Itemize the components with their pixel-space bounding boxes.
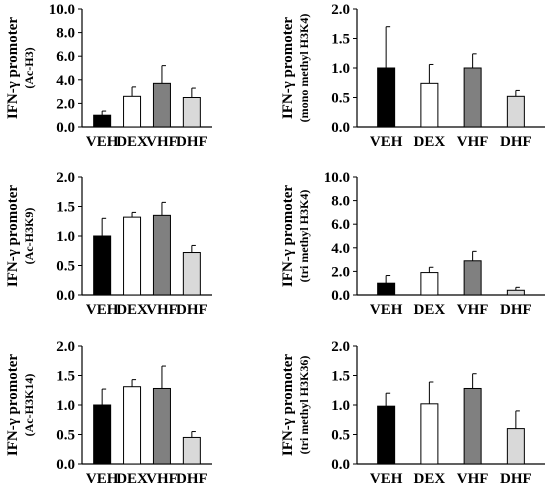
bar-dex (123, 95, 142, 128)
y-axis-sublabel: (tri methyl H3K36) (297, 356, 311, 455)
bar-vhf (152, 387, 171, 465)
bar-dhf (182, 436, 201, 465)
y-tick-label: 2.0 (56, 339, 75, 355)
category-label-vhf: VHF (146, 302, 178, 318)
category-label-veh: VEH (86, 134, 119, 150)
category-label-dhf: DHF (176, 471, 208, 487)
category-label-veh: VEH (370, 134, 403, 150)
y-tick-label: 0.0 (56, 288, 75, 304)
bar-dex (420, 403, 439, 465)
y-axis-sublabel: (Ac-H3) (22, 47, 36, 88)
bar-veh (93, 404, 112, 465)
bar-dex (123, 216, 142, 296)
category-label-veh: VEH (86, 471, 119, 487)
y-tick-label: 0.0 (331, 457, 350, 473)
bar-dhf (506, 289, 525, 296)
y-tick-label: 10.0 (324, 170, 350, 186)
bar-veh (93, 114, 112, 128)
y-tick-label: 8.0 (56, 26, 75, 42)
y-tick-label: 0.5 (56, 428, 75, 444)
bar-vhf (463, 387, 482, 465)
category-label-veh: VEH (86, 302, 119, 318)
y-tick-label: 1.5 (331, 32, 350, 48)
y-tick-label: 2.0 (56, 96, 75, 112)
category-label-dhf: DHF (176, 302, 208, 318)
y-tick-label: 0.0 (331, 288, 350, 304)
y-tick-label: 6.0 (56, 49, 75, 65)
bar-vhf (152, 82, 171, 128)
y-axis-label: IFN-γ promoter (280, 354, 296, 456)
y-tick-label: 1.0 (56, 398, 75, 414)
category-label-dex: DEX (414, 471, 446, 487)
chart-panel-2: 0.0 0.5 1.0 1.5 2.0 VEH DEX VHF DHF IFN-γ promote… (280, 2, 545, 150)
bar-vhf (463, 67, 482, 128)
category-label-vhf: VHF (457, 471, 489, 487)
category-label-dhf: DHF (500, 302, 532, 318)
bar-dhf (182, 252, 201, 296)
y-tick-label: 2.0 (331, 2, 350, 18)
y-tick-label: 0.0 (56, 120, 75, 136)
y-axis-label: IFN-γ promoter (5, 185, 21, 287)
y-tick-label: 1.0 (56, 229, 75, 245)
y-tick-label: 10.0 (49, 2, 75, 18)
bar-veh (377, 282, 396, 296)
category-label-vhf: VHF (457, 134, 489, 150)
bar-veh (377, 67, 396, 128)
category-label-dhf: DHF (500, 471, 532, 487)
bar-dhf (506, 428, 525, 465)
category-label-vhf: VHF (457, 302, 489, 318)
y-tick-label: 1.5 (56, 369, 75, 385)
category-label-dex: DEX (116, 134, 148, 150)
y-tick-label: 0.5 (331, 428, 350, 444)
y-tick-label: 0.0 (331, 120, 350, 136)
y-tick-label: 0.5 (331, 91, 350, 107)
y-axis-sublabel: (Ac-H3K14) (22, 374, 36, 437)
category-label-veh: VEH (370, 302, 403, 318)
y-tick-label: 0.0 (56, 457, 75, 473)
y-tick-label: 8.0 (331, 194, 350, 210)
y-axis-sublabel: (mono methyl H3K4) (297, 14, 311, 123)
bar-vhf (152, 214, 171, 296)
category-label-dex: DEX (414, 134, 446, 150)
chart-panel-4: 0.0 2.0 4.0 6.0 8.0 10.0 VEH DEX VHF DHF IFN-γ pro… (280, 170, 545, 318)
y-tick-label: 2.0 (56, 170, 75, 186)
category-label-dex: DEX (116, 302, 148, 318)
y-axis-label: IFN-γ promoter (5, 17, 21, 119)
bar-veh (377, 405, 396, 465)
y-tick-label: 0.5 (56, 259, 75, 275)
bar-veh (93, 235, 112, 296)
y-axis-label: IFN-γ promoter (280, 185, 296, 287)
y-tick-label: 1.5 (331, 369, 350, 385)
category-label-dhf: DHF (176, 134, 208, 150)
y-tick-label: 1.5 (56, 200, 75, 216)
bar-dex (420, 272, 439, 296)
y-tick-label: 4.0 (331, 241, 350, 257)
y-axis-sublabel: (Ac-H3K9) (22, 208, 36, 265)
y-tick-label: 4.0 (56, 73, 75, 89)
y-axis-label: IFN-γ promoter (280, 17, 296, 119)
bar-dex (420, 82, 439, 128)
bar-dhf (506, 95, 525, 128)
bar-vhf (463, 260, 482, 296)
category-label-veh: VEH (370, 471, 403, 487)
category-label-vhf: VHF (146, 134, 178, 150)
category-label-dhf: DHF (500, 134, 532, 150)
category-label-vhf: VHF (146, 471, 178, 487)
category-label-dex: DEX (116, 471, 148, 487)
y-axis-label: IFN-γ promoter (5, 354, 21, 456)
category-label-dex: DEX (414, 302, 446, 318)
bar-dex (123, 386, 142, 465)
y-axis-sublabel: (tri methyl H3K4) (297, 190, 311, 283)
y-tick-label: 2.0 (331, 264, 350, 280)
bar-dhf (182, 97, 201, 128)
y-tick-label: 1.0 (331, 61, 350, 77)
y-tick-label: 1.0 (331, 398, 350, 414)
y-tick-label: 6.0 (331, 217, 350, 233)
y-tick-label: 2.0 (331, 339, 350, 355)
chart-panel-6: 0.0 0.5 1.0 1.5 2.0 VEH DEX VHF DHF IFN-γ promote… (280, 339, 545, 487)
